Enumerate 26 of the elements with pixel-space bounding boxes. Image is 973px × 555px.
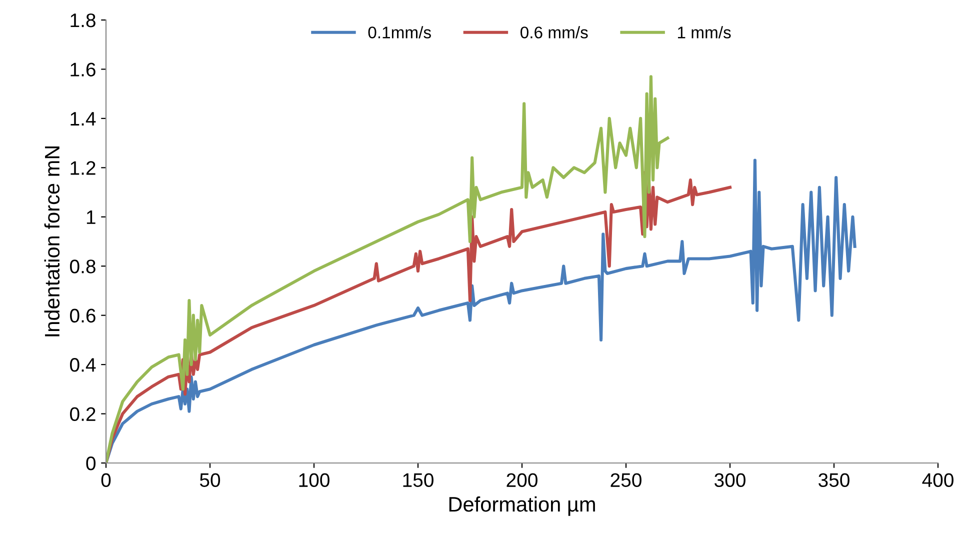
x-axis-title: Deformation µm	[449, 496, 595, 516]
line-series	[106, 75, 670, 463]
legend-label: 0.1mm/s	[368, 26, 431, 38]
x-tick-label: 250	[610, 473, 642, 488]
y-tick-label: 1.4	[70, 112, 96, 126]
x-tick-label: 400	[922, 473, 954, 488]
x-tick-label: 0	[101, 473, 111, 488]
y-tick-label: 0.6	[70, 308, 96, 323]
y-tick-label: 1.6	[70, 62, 96, 76]
x-tick-label: 50	[200, 473, 220, 488]
x-tick-label: 100	[299, 473, 330, 488]
x-tick-label: 300	[714, 473, 746, 488]
y-tick-label: 1	[86, 210, 96, 224]
y-tick-label: 0.8	[70, 260, 96, 274]
legend-label: 1 mm/s	[678, 26, 731, 38]
y-tick-label: 0.2	[70, 407, 96, 422]
x-tick-label: 200	[506, 473, 538, 488]
legend-label: 0.6 mm/s	[520, 26, 588, 38]
y-tick-label: 1.8	[70, 13, 96, 28]
y-tick-label: 0	[86, 456, 96, 470]
x-tick-label: 350	[818, 473, 850, 488]
y-tick-label: 1.2	[70, 161, 96, 175]
y-tick-label: 0.4	[70, 358, 96, 372]
x-tick-label: 150	[403, 473, 434, 488]
y-axis-title: Indentation force mN	[44, 146, 60, 336]
line-series	[106, 158, 856, 463]
